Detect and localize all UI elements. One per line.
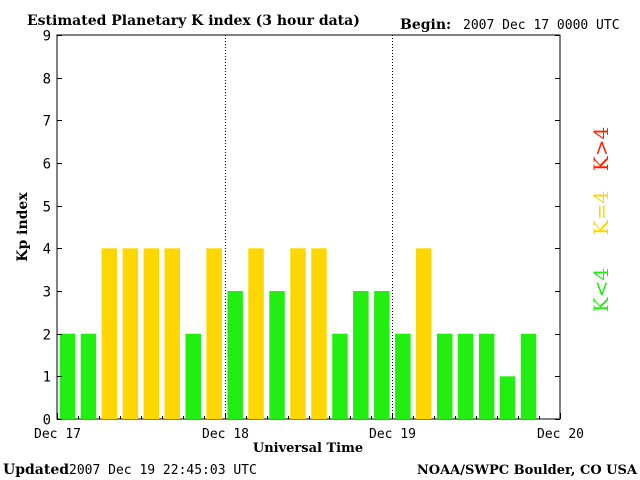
begin-value: 2007 Dec 17 0000 UTC [463,18,620,33]
kp-bar [290,248,306,419]
y-axis-label: Kp index [15,192,31,262]
kp-bar [143,248,160,419]
kp-bar [227,291,243,419]
kp-bar [269,291,285,419]
y-tick-label: 6 [43,157,51,173]
x-axis: Dec 17 Dec 18 Dec 19 Dec 20 [34,413,584,442]
y-tick-label: 7 [43,114,51,130]
x-tick-label: Dec 19 [369,427,416,442]
kp-bar [185,333,201,419]
kp-bar [499,376,516,419]
y-tick-label: 0 [43,413,51,429]
x-tick-label: Dec 17 [34,427,81,442]
kp-bar [122,248,139,419]
plot-frame [56,34,561,420]
kp-bar [59,333,76,419]
legend-k-equals-4: K=4 [589,191,613,235]
kp-bar [101,248,118,419]
x-tick-label: Dec 18 [202,427,249,442]
x-tick-label: Dec 20 [537,427,584,442]
kp-bar [206,248,222,419]
y-tick-label: 4 [43,242,51,258]
y-tick-label: 5 [43,200,51,216]
kp-bar [374,291,390,419]
updated-label: Updated [3,462,69,478]
kp-bar [478,333,495,419]
bars-group [59,248,537,419]
kp-bar [437,333,453,419]
y-tick-label: 9 [43,29,51,45]
y-tick-label: 1 [43,370,51,386]
kp-bar [353,291,369,419]
begin-label: Begin: [400,17,451,33]
y-axis: 0 1 2 3 4 5 6 7 8 9 [43,29,560,429]
updated-value: 2007 Dec 19 22:45:03 UTC [69,463,257,478]
kp-bar [248,248,264,419]
chart-title: Estimated Planetary K index (3 hour data… [27,13,360,29]
day-dividers [225,35,393,419]
y-tick-label: 8 [43,72,51,88]
kp-bar [164,248,180,419]
legend-k-below-4: K<4 [589,268,613,312]
kp-bar [332,333,348,419]
legend-k-above-4: K>4 [589,127,613,171]
y-tick-label: 2 [43,328,51,344]
source-credit: NOAA/SWPC Boulder, CO USA [417,463,638,478]
kp-bar [80,333,97,419]
kp-bar [395,333,411,419]
x-axis-label: Universal Time [253,441,363,456]
kp-bar [311,248,327,419]
kp-bar [416,248,432,419]
kp-bar [457,333,474,419]
y-tick-label: 3 [43,285,51,301]
kp-bar [520,333,537,419]
